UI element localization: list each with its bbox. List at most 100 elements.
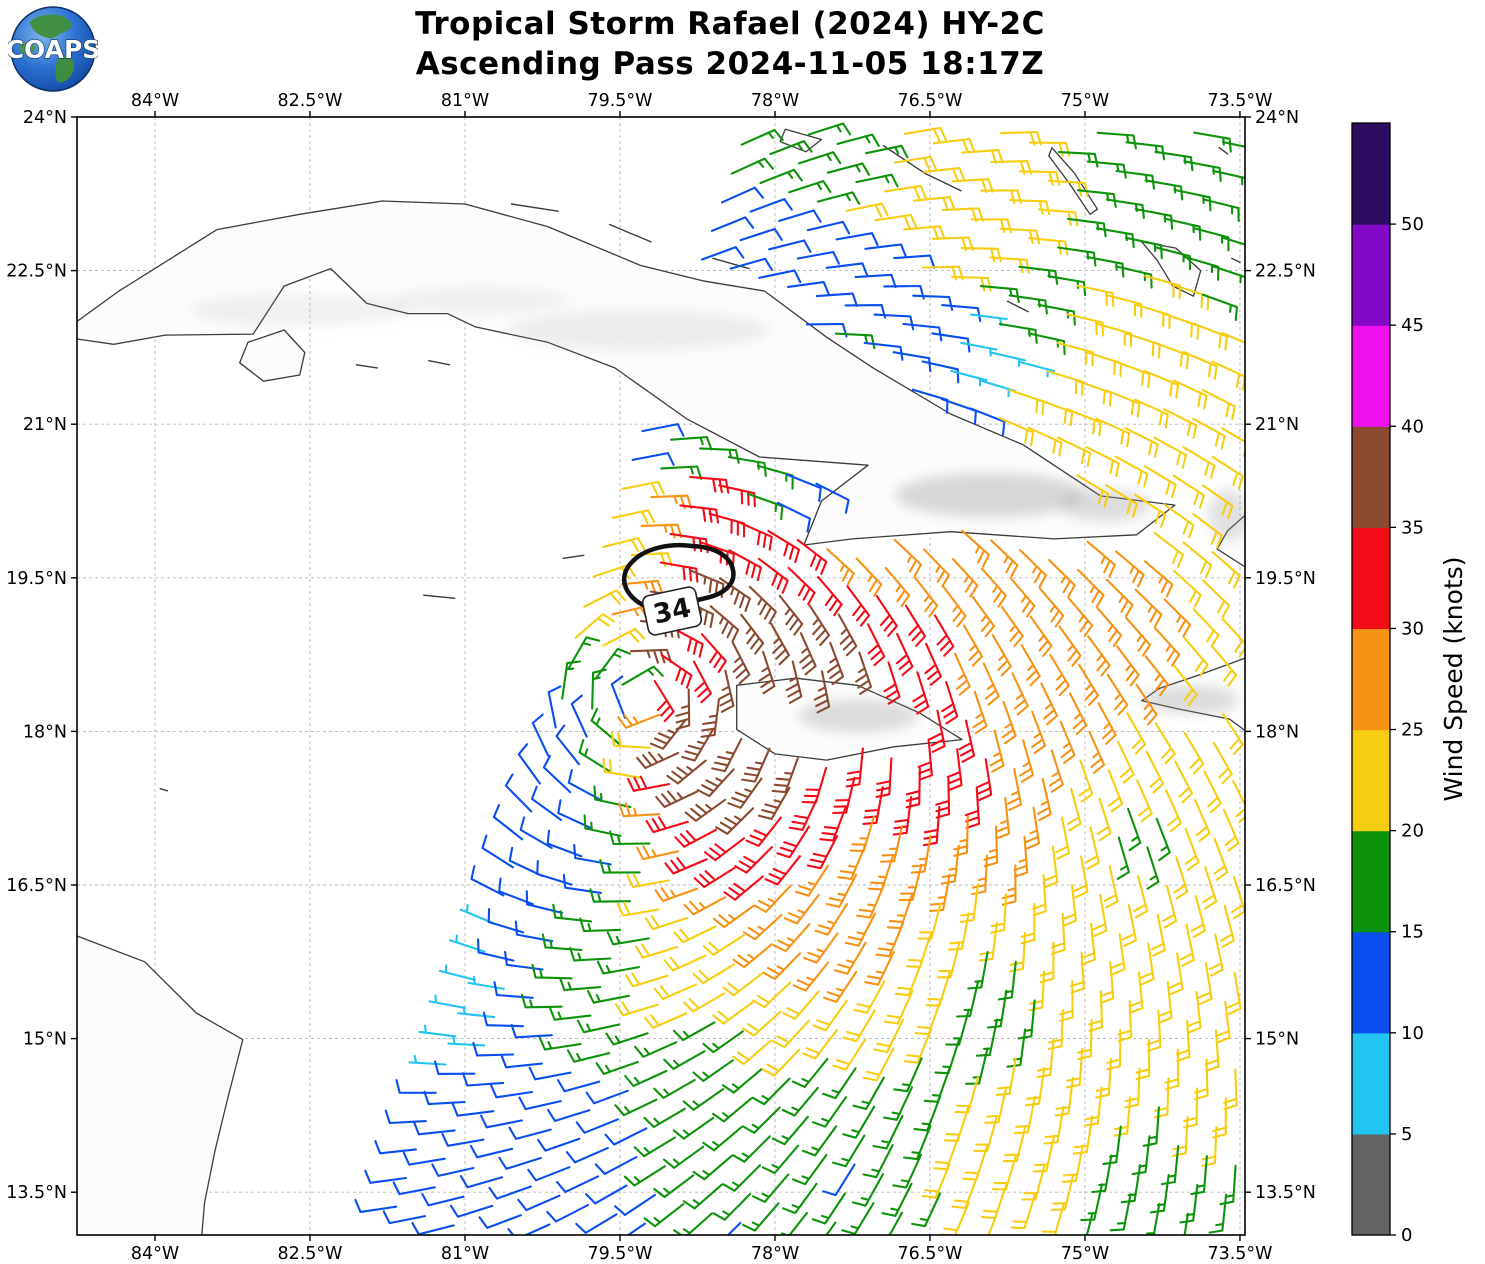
wind-barb [1160,1145,1180,1186]
wind-barb [808,604,831,647]
wind-barb [951,1173,980,1209]
wind-barb [627,775,671,792]
wind-barb [1097,702,1117,745]
wind-barb [606,931,650,946]
colorbar-ticks [1390,223,1396,1236]
wind-barb [855,651,873,695]
wind-barb [1115,550,1145,588]
wind-barb [742,913,783,941]
wind-barb [459,1175,504,1189]
x-tick-label-top: 84°W [131,91,179,111]
wind-barb [880,825,904,863]
wind-barb [748,585,777,625]
wind-barb [555,724,581,766]
wind-barb [1110,932,1126,976]
wind-barb [589,888,631,903]
wind-barb [785,660,803,704]
wind-barb [1219,904,1235,949]
wind-barb [712,1001,754,1025]
wind-barb [518,1096,562,1111]
wind-barb [796,538,828,575]
wind-barb [674,828,718,848]
wind-barb [1013,1095,1036,1135]
wind-barb [884,566,911,608]
x-tick-label-bottom: 79.5°W [587,1244,652,1264]
wind-barb [423,1090,466,1106]
wind-barb [834,332,876,350]
wind-barb [662,1145,705,1169]
wind-barb [1037,398,1074,427]
wind-barb [842,1105,876,1139]
wind-barb [893,155,937,171]
wind-barb [1000,605,1024,648]
wind-barb [692,1154,733,1181]
wind-barb [1222,713,1244,756]
wind-barb [718,577,751,612]
globe-land-north [30,14,72,39]
wind-barb [702,1126,743,1152]
wind-barb [625,972,669,988]
wind-barb [1125,616,1152,657]
wind-barb [888,1211,904,1235]
wind-barb [1086,540,1116,578]
wind-barb [508,1126,552,1140]
y-tick-label-right: 22.5°N [1255,262,1316,282]
wind-barb [946,748,963,791]
wind-barb [1163,503,1195,539]
wind-barb [1192,227,1230,252]
wind-barb [942,586,967,628]
wind-barb [1105,484,1138,518]
wind-barb [747,492,784,521]
wind-barb [517,743,541,785]
wind-barb [884,184,927,200]
colorbar-segment [1352,1133,1390,1236]
wind-barb [1168,952,1184,996]
wind-barb [649,719,687,750]
wind-barb [905,767,921,809]
wind-barb [1142,1106,1160,1147]
wind-barb [479,1114,524,1129]
wind-barb [874,213,918,229]
contour-34kt-label: 34 [641,586,703,636]
wind-barb [703,837,746,862]
colorbar-frame [1351,122,1391,1236]
wind-barb [841,1202,875,1235]
wind-barb [650,494,693,510]
wind-barb [969,407,1006,436]
wind-barb [979,285,1020,304]
colorbar-segment [1352,628,1390,731]
wind-barb [730,157,774,175]
colorbar-tick-label: 0 [1401,1225,1412,1246]
wind-barb [624,1069,668,1088]
wind-barb [1232,780,1245,824]
wind-barb [565,1146,609,1164]
chart-title: Tropical Storm Rafael (2024) HY-2C Ascen… [0,4,1460,84]
wind-barb [1183,1212,1189,1235]
wind-barb [950,369,988,387]
wind-barb [1134,493,1167,528]
terrain-smudge [1142,686,1238,714]
wind-barb [1113,1096,1132,1137]
wind-barb [972,690,988,735]
wind-barb [741,1106,781,1134]
wind-barb [762,952,802,981]
wind-barb [712,904,755,929]
wind-barb [590,707,621,745]
wind-barb [846,585,871,627]
wind-barb [1203,770,1222,814]
wind-barb [723,875,764,901]
wind-barb [740,128,784,146]
axis-labels: 84°W 84°W 82.5°W 82.5°W 81°W 81°W 79.5°W 79.5°W… [6,91,1316,1264]
wind-barb [1066,787,1082,832]
wind-barb [654,887,698,903]
wind-barb [791,1153,828,1186]
wind-barb [811,1096,847,1128]
wind-barb [493,981,534,999]
wind-barb [663,954,707,972]
wind-barb [467,975,505,990]
wind-barb [1007,768,1023,812]
wind-barb [411,1221,455,1235]
wind-barb [692,963,736,985]
wind-barb [772,923,811,953]
wind-barb [561,660,582,700]
